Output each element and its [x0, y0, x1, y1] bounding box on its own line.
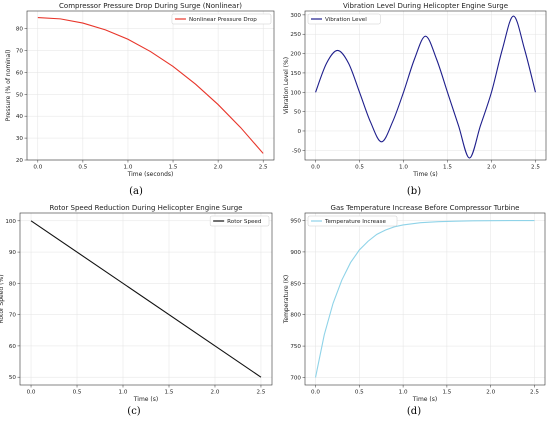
x-axis-label: Time (s) [133, 396, 158, 403]
chart-title: Compressor Pressure Drop During Surge (N… [59, 2, 242, 10]
y-axis-label: Rotor Speed (%) [0, 274, 5, 323]
x-axis-label: Time (s) [412, 396, 437, 403]
x-tick-label: 2.0 [211, 390, 220, 396]
y-tick-label: 60 [9, 344, 17, 350]
legend-box [171, 13, 272, 25]
y-tick-label: 60 [16, 70, 24, 76]
x-tick-label: 0.5 [355, 390, 364, 396]
y-tick-label: 850 [290, 281, 301, 287]
x-axis-label: Time (seconds) [127, 171, 174, 178]
y-tick-label: 70 [9, 313, 17, 319]
chart-panel-1: 0.0 0.5 1.0 1.5 2.0 2.5 20 30 40 50 60 70 80 Compress… [5, 2, 275, 197]
x-tick-label: 2.0 [487, 165, 496, 171]
y-tick-label: 100 [290, 90, 301, 96]
x-tick-label: 0.0 [27, 390, 36, 396]
x-tick-label: 0.0 [33, 165, 42, 171]
panel-caption: (d) [407, 406, 421, 417]
legend-label: Temperature Increase [324, 219, 386, 225]
x-tick-label: 2.0 [486, 390, 495, 396]
x-tick-label: 2.0 [214, 165, 223, 171]
x-axis-label: Time (s) [412, 171, 437, 178]
legend-label: Nonlinear Pressure Drop [189, 17, 257, 23]
y-axis-label: Temperature (K) [283, 275, 290, 325]
x-tick-label: 1.0 [124, 165, 133, 171]
x-tick-label: 2.5 [531, 165, 540, 171]
panel-caption: (b) [407, 186, 421, 197]
chart-title: Rotor Speed Reduction During Helicopter … [50, 204, 243, 212]
x-tick-label: 1.0 [399, 390, 408, 396]
x-tick-label: 1.5 [165, 390, 174, 396]
x-tick-label: 0.5 [78, 165, 87, 171]
y-tick-label: 50 [9, 375, 17, 381]
y-tick-label: 300 [290, 13, 301, 19]
plot-frame [304, 212, 546, 386]
x-tick-label: 2.5 [257, 390, 266, 396]
y-axis-label: Pressure (% of nominal) [5, 50, 12, 122]
y-tick-label: 750 [290, 344, 301, 350]
panel-caption: (c) [127, 406, 141, 417]
y-tick-label: 0 [297, 129, 301, 135]
y-tick-label: 250 [290, 32, 301, 38]
y-tick-label: 900 [290, 250, 301, 256]
chart-panel-2: 0.0 0.5 1.0 1.5 2.0 2.5 -50 0 50 100 150 200 250 300 V… [283, 2, 547, 197]
chart-panel-4: 0.0 0.5 1.0 1.5 2.0 2.5 700 750 800 850 900 950 Gas … [283, 204, 546, 417]
y-tick-label: 30 [16, 136, 24, 142]
x-tick-label: 0.0 [311, 165, 320, 171]
y-tick-label: 50 [294, 110, 302, 116]
x-tick-label: 1.5 [442, 390, 451, 396]
chart-title: Vibration Level During Helicopter Engine… [343, 2, 508, 10]
y-tick-label: 40 [16, 114, 24, 120]
series-line-1 [315, 15, 536, 159]
legend-box [307, 13, 381, 25]
chart-title: Gas Temperature Increase Before Compress… [331, 204, 520, 212]
x-tick-label: 1.5 [169, 165, 178, 171]
y-tick-label: 80 [9, 281, 17, 287]
x-tick-label: 0.5 [355, 165, 364, 171]
y-tick-label: 100 [5, 219, 16, 225]
x-tick-label: 1.5 [443, 165, 452, 171]
legend-label: Vibration Level [325, 17, 367, 23]
x-tick-label: 0.5 [73, 390, 82, 396]
y-tick-label: 80 [16, 27, 24, 33]
legend-box [209, 215, 270, 227]
y-tick-label: 50 [16, 92, 24, 98]
x-tick-label: 1.0 [399, 165, 408, 171]
y-tick-label: 950 [290, 219, 301, 225]
y-tick-label: 200 [290, 52, 301, 58]
y-tick-label: -50 [292, 148, 302, 154]
y-tick-label: 20 [16, 158, 24, 164]
chart-panel-3: 0.0 0.5 1.0 1.5 2.0 2.5 50 60 70 80 90 100 Rotor Spe… [0, 204, 273, 417]
x-tick-label: 0.0 [311, 390, 320, 396]
series-line-1 [30, 220, 262, 378]
y-tick-label: 150 [290, 71, 301, 77]
y-axis-label: Vibration Level (%) [283, 57, 290, 114]
series-line-1 [37, 17, 264, 154]
x-tick-label: 2.5 [259, 165, 268, 171]
y-tick-label: 800 [290, 313, 301, 319]
x-tick-label: 1.0 [119, 390, 128, 396]
plot-frame [19, 212, 273, 386]
legend-box [307, 215, 398, 227]
plot-frame [26, 10, 275, 161]
y-tick-label: 90 [9, 250, 17, 256]
series-line-1 [314, 219, 535, 378]
panel-caption: (a) [129, 186, 143, 197]
plot-frame [304, 10, 547, 161]
y-tick-label: 70 [16, 48, 24, 54]
legend-label: Rotor Speed [227, 219, 262, 225]
y-tick-label: 700 [290, 375, 301, 381]
x-tick-label: 2.5 [530, 390, 539, 396]
